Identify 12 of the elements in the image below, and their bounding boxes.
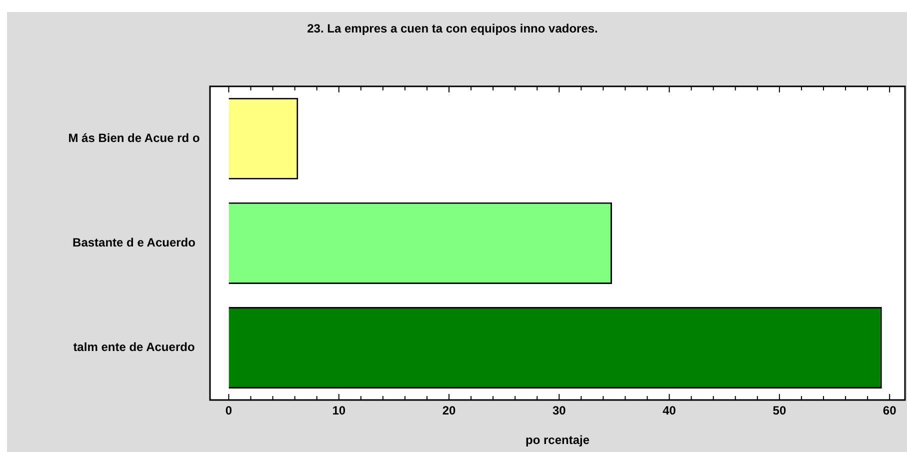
x-tick-label: 30 xyxy=(552,404,566,418)
y-tick-label: M ás Bien de Acue rd o xyxy=(68,130,200,145)
chart-title: 23. La empres a cuen ta con equipos inno vadores. xyxy=(307,22,598,36)
x-tick-label: 50 xyxy=(772,404,786,418)
x-tick-label: 10 xyxy=(332,404,346,418)
x-tick-label: 0 xyxy=(225,404,232,418)
y-tick-label: talm ente de Acuerdo xyxy=(73,340,195,354)
x-axis-title: po rcentaje xyxy=(525,433,590,448)
x-tick-label: 20 xyxy=(442,404,456,418)
x-tick-label: 40 xyxy=(662,404,676,418)
y-tick-label: Bastante d e Acuerdo xyxy=(72,236,196,250)
x-tick-label: 60 xyxy=(882,404,897,418)
